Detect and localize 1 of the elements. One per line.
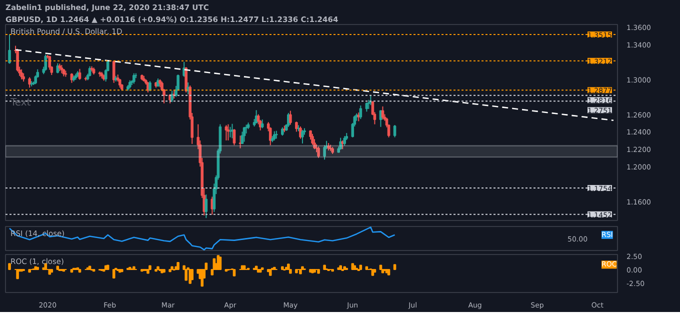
annotation: Text (10, 97, 31, 108)
